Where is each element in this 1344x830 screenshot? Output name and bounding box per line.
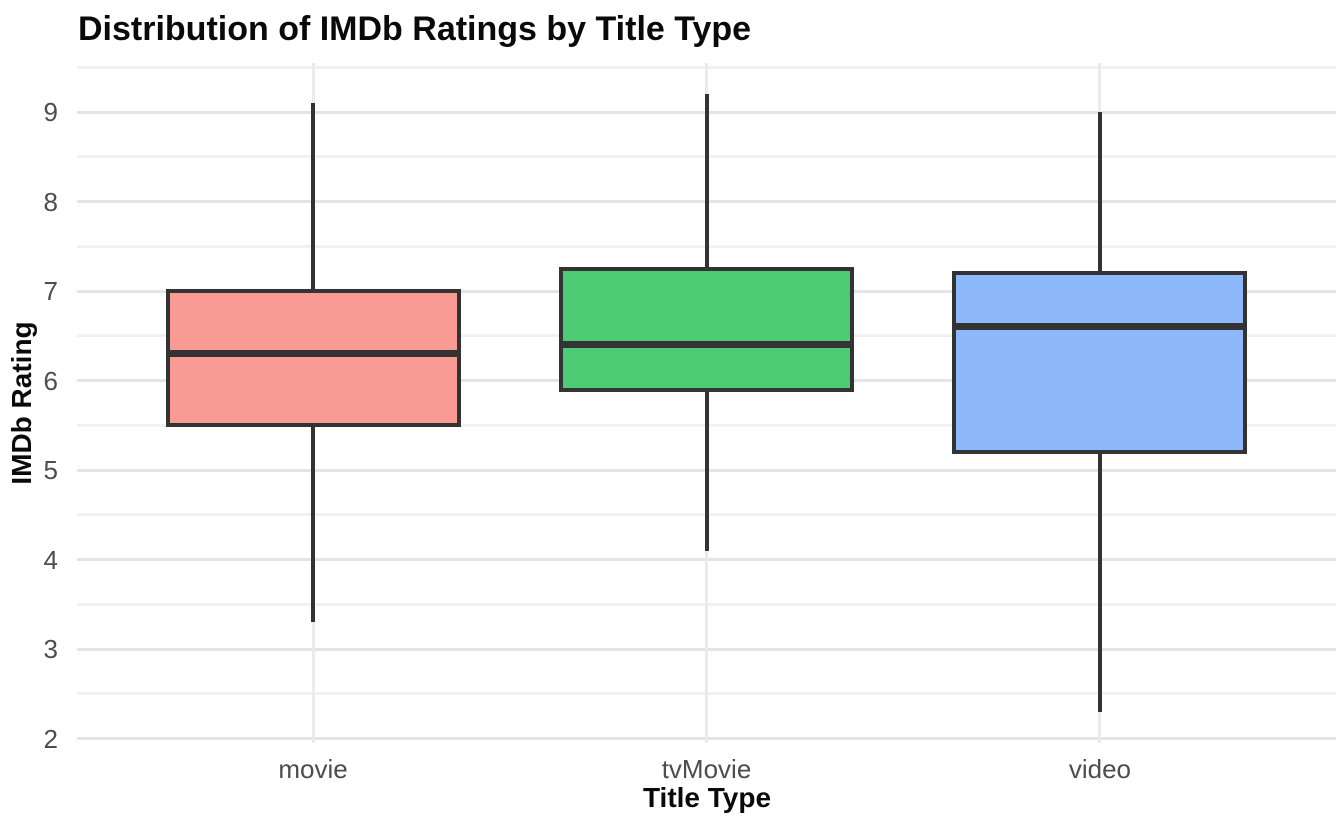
x-axis-title: Title Type (642, 782, 772, 813)
y-tick-label-7: 7 (43, 276, 58, 307)
y-tick-label-8: 8 (43, 186, 58, 217)
x-tick-label-movie: movie (278, 754, 348, 784)
y-tick-label-5: 5 (43, 455, 58, 486)
box-video (952, 271, 1248, 455)
box-tvMovie (558, 266, 855, 392)
plot-panel (77, 63, 1336, 743)
y-tick-label-3: 3 (43, 634, 58, 665)
median-video (952, 323, 1248, 331)
y-tick-label-4: 4 (43, 544, 58, 575)
y-tick-label-2: 2 (43, 723, 58, 754)
x-tick-label-tvMovie: tvMovie (661, 754, 752, 784)
y-tick-label-9: 9 (43, 97, 58, 128)
box-movie (165, 289, 461, 428)
chart-title: Distribution of IMDb Ratings by Title Ty… (78, 10, 752, 48)
median-movie (165, 350, 461, 358)
y-tick-label-6: 6 (43, 365, 58, 396)
median-tvMovie (558, 341, 855, 349)
x-tick-label-video: video (1068, 754, 1132, 784)
